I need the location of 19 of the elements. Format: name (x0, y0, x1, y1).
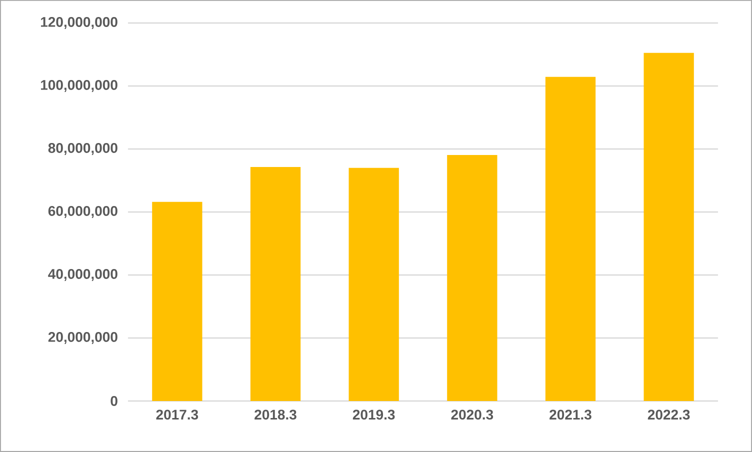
bar (348, 168, 399, 401)
y-tick-label: 120,000,000 (40, 17, 118, 29)
bar (447, 154, 498, 401)
bar (152, 202, 202, 401)
y-tick-label: 80,000,000 (48, 143, 118, 155)
x-tick-label: 2021.3 (550, 410, 592, 420)
x-tick-label: 2019.3 (352, 410, 395, 420)
bar (545, 76, 596, 401)
bar (644, 52, 694, 401)
x-tick-label: 2020.3 (451, 410, 494, 420)
y-tick-label: 40,000,000 (48, 269, 118, 281)
bar (250, 166, 301, 401)
x-tick-label: 2017.3 (156, 410, 198, 420)
x-tick-label: 2018.3 (254, 410, 296, 420)
x-tick-label: 2022.3 (648, 410, 690, 420)
y-tick-label: 60,000,000 (48, 206, 118, 218)
y-tick-label: 20,000,000 (48, 332, 118, 344)
y-tick-label: 100,000,000 (40, 80, 118, 92)
y-tick-label: 0 (110, 396, 118, 406)
